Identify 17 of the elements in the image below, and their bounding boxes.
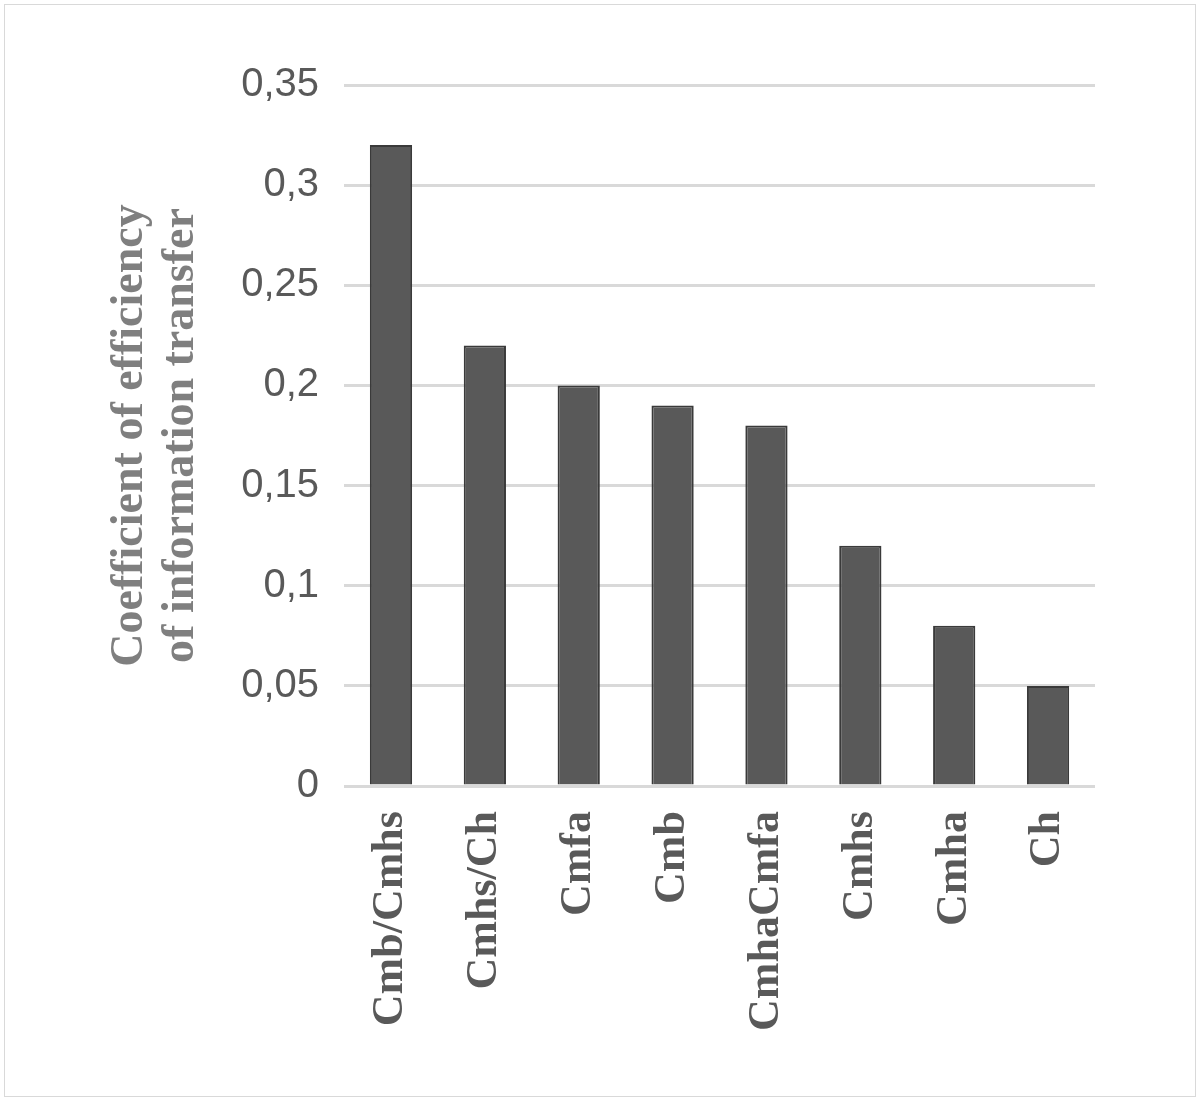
x-tick-label: CmhaCmfa	[738, 811, 788, 1032]
x-tick-label: Cmfa	[551, 811, 601, 917]
y-tick-label: 0,1	[263, 560, 320, 605]
y-tick-label: 0,15	[241, 460, 320, 505]
y-tick-label: 0,05	[241, 660, 320, 705]
x-tick-label: Cmb	[644, 811, 694, 904]
x-tick-label: Cmha	[926, 811, 976, 926]
y-tick-label: 0,35	[241, 60, 320, 105]
y-tick-label: 0,25	[241, 260, 320, 305]
x-tick-label: Ch	[1020, 811, 1070, 868]
y-tick-label: 0,2	[263, 360, 320, 405]
y-tick-label: 0	[296, 761, 320, 806]
x-tick-label: Cmhs	[832, 811, 882, 922]
y-axis-title: Coefficient of efficiency of information transfer	[101, 204, 203, 667]
y-tick-label: 0,3	[263, 160, 320, 205]
x-tick-label: Cmhs/Ch	[457, 811, 507, 990]
x-tick-label: Cmb/Cmhs	[363, 811, 413, 1027]
